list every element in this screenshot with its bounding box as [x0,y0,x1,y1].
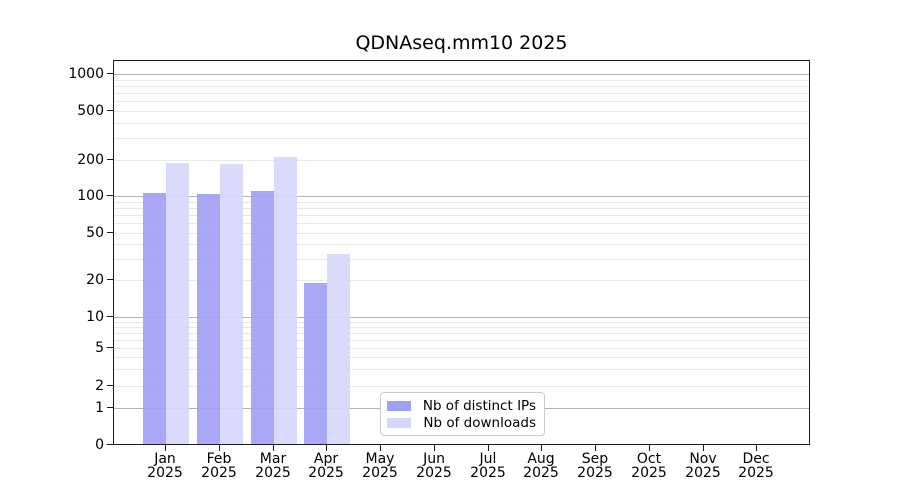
y-tick-label: 50 [86,225,104,241]
bar-distinct-ips-feb [196,194,220,444]
y-tick-label: 10 [86,309,104,325]
minor-gridline [114,280,809,281]
bar-downloads-mar [273,157,297,444]
minor-gridline [114,326,809,328]
minor-gridline [114,122,809,124]
major-gridline [114,317,809,318]
y-tick-label: 5 [95,340,104,356]
x-tick-mark [756,445,757,451]
y-tick-label: 20 [86,272,104,288]
legend-item-downloads: Nb of downloads [387,415,536,431]
y-tick-label: 500 [77,103,104,119]
bar-distinct-ips-mar [250,190,274,444]
minor-gridline [114,138,809,140]
minor-gridline [114,93,809,95]
y-tick-mark [107,159,113,160]
bar-distinct-ips-apr [304,282,328,444]
legend-swatch-distinct-ips-icon [387,400,411,411]
x-tick-mark [326,445,327,451]
x-tick-label: Oct 2025 [631,451,667,481]
minor-gridline [114,339,809,341]
minor-gridline [114,233,809,234]
x-tick-label: Jul 2025 [470,451,506,481]
minor-gridline [114,244,809,246]
x-tick-mark [488,445,489,451]
bar-distinct-ips-jan [143,192,166,444]
bar-downloads-jan [166,162,189,444]
chart-title: QDNAseq.mm10 2025 [355,32,568,54]
x-tick-label: Apr 2025 [308,451,344,481]
y-tick-mark [107,316,113,317]
x-tick-label: May 2025 [362,451,398,481]
x-tick-mark [434,445,435,451]
minor-gridline [114,101,809,103]
minor-gridline [114,201,809,203]
plot-area [113,60,810,445]
y-tick-label: 200 [77,152,104,168]
x-tick-mark [703,445,704,451]
legend-item-distinct-ips: Nb of distinct IPs [387,398,536,414]
y-tick-label: 100 [77,188,104,204]
legend: Nb of distinct IPs Nb of downloads [380,392,545,436]
y-tick-label: 2 [95,378,104,394]
x-tick-label: Sep 2025 [577,451,613,481]
x-tick-mark [165,445,166,451]
minor-gridline [114,321,809,323]
x-tick-label: Jun 2025 [416,451,452,481]
x-tick-label: Mar 2025 [255,451,291,481]
minor-gridline [114,386,809,387]
legend-label-distinct-ips: Nb of distinct IPs [422,397,536,414]
x-tick-label: Nov 2025 [685,451,721,481]
y-tick-mark [107,444,113,445]
x-tick-mark [380,445,381,451]
y-tick-mark [107,195,113,196]
bar-downloads-apr [327,254,351,444]
x-tick-mark [649,445,650,451]
y-tick-label: 0 [95,437,104,453]
minor-gridline [114,332,809,334]
minor-gridline [114,348,809,349]
x-tick-label: Aug 2025 [523,451,559,481]
minor-gridline [114,357,809,359]
legend-swatch-downloads-icon [387,417,412,428]
y-tick-mark [107,385,113,386]
x-tick-label: Jan 2025 [147,451,183,481]
legend-label-downloads: Nb of downloads [423,414,536,431]
y-tick-mark [107,347,113,348]
major-gridline [114,74,809,75]
minor-gridline [114,369,809,371]
bar-downloads-feb [219,163,243,444]
minor-gridline [114,160,809,161]
minor-gridline [114,207,809,209]
y-tick-label: 1 [95,400,104,416]
minor-gridline [114,85,809,87]
x-tick-mark [541,445,542,451]
minor-gridline [114,79,809,81]
x-tick-mark [219,445,220,451]
minor-gridline [114,223,809,225]
x-tick-label: Feb 2025 [201,451,237,481]
minor-gridline [114,111,809,112]
y-tick-mark [107,73,113,74]
x-tick-mark [273,445,274,451]
x-tick-label: Dec 2025 [738,451,774,481]
major-gridline [114,196,809,197]
minor-gridline [114,215,809,217]
y-tick-label: 1000 [68,66,104,82]
y-tick-mark [107,407,113,408]
y-tick-mark [107,110,113,111]
minor-gridline [114,259,809,261]
y-tick-mark [107,232,113,233]
y-tick-mark [107,279,113,280]
x-tick-mark [595,445,596,451]
